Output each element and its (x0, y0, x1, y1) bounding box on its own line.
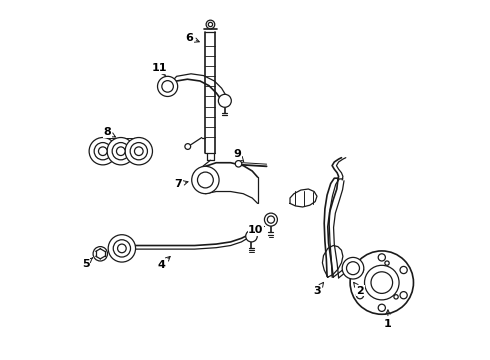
Circle shape (371, 272, 392, 293)
Circle shape (400, 292, 407, 299)
Circle shape (356, 266, 364, 274)
Circle shape (112, 143, 129, 160)
Circle shape (245, 230, 257, 242)
Text: 1: 1 (384, 310, 392, 329)
Circle shape (98, 147, 107, 156)
Circle shape (93, 247, 107, 261)
Circle shape (185, 144, 191, 149)
Circle shape (342, 257, 364, 279)
Circle shape (385, 261, 389, 265)
Circle shape (350, 251, 414, 314)
Circle shape (89, 138, 117, 165)
Text: 10: 10 (248, 225, 264, 235)
Text: 3: 3 (313, 282, 323, 296)
Circle shape (356, 292, 364, 299)
Circle shape (134, 147, 143, 156)
Text: 5: 5 (82, 258, 93, 269)
Text: 8: 8 (103, 127, 116, 138)
Circle shape (108, 235, 136, 262)
Circle shape (235, 161, 242, 167)
Text: 7: 7 (174, 179, 188, 189)
Circle shape (162, 81, 173, 92)
Circle shape (400, 266, 407, 274)
Circle shape (125, 138, 152, 165)
Circle shape (365, 265, 399, 300)
Circle shape (192, 166, 219, 194)
Text: 11: 11 (152, 63, 168, 76)
Circle shape (117, 147, 125, 156)
Circle shape (219, 94, 231, 107)
Circle shape (113, 240, 130, 257)
Text: 6: 6 (185, 33, 199, 43)
Text: 4: 4 (158, 256, 170, 270)
Circle shape (378, 254, 386, 261)
Text: 9: 9 (233, 149, 244, 161)
Circle shape (107, 138, 134, 165)
Circle shape (206, 20, 215, 29)
Circle shape (394, 295, 398, 299)
Circle shape (378, 304, 386, 311)
Circle shape (130, 143, 147, 160)
Circle shape (197, 172, 213, 188)
Circle shape (94, 143, 111, 160)
Circle shape (157, 76, 178, 96)
Circle shape (265, 213, 277, 226)
Text: 2: 2 (354, 282, 364, 296)
Circle shape (208, 22, 213, 27)
Circle shape (268, 216, 274, 223)
Circle shape (118, 244, 126, 253)
Circle shape (360, 285, 365, 290)
Circle shape (346, 262, 360, 275)
